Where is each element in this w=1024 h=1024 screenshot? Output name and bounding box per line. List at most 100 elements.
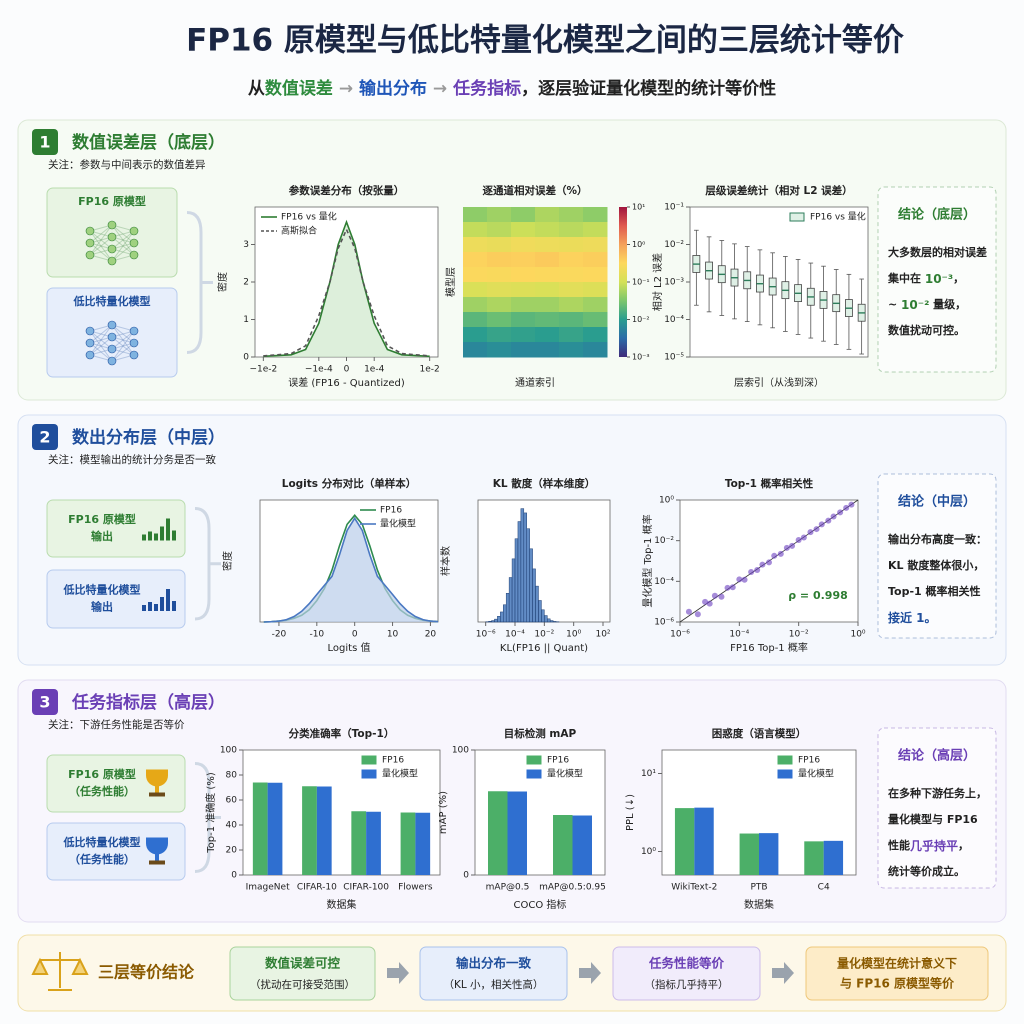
bar [572, 815, 592, 875]
icon-edge [89, 224, 113, 256]
bar [804, 841, 824, 875]
x-tick-label: 1e-4 [364, 365, 385, 375]
layer-number: 2 [39, 428, 50, 447]
line [263, 516, 439, 623]
footer-arrow [387, 962, 409, 984]
y-axis-label: 量化模型 Top-1 概率 [641, 514, 654, 607]
legend-label: 量化模型 [798, 768, 834, 780]
heatmap-cell [559, 222, 584, 238]
y-tick-label: 100 [452, 746, 469, 756]
footer-step-sub: （指标几乎持平） [645, 978, 729, 991]
x-tick-label: 1e-2 [420, 365, 440, 375]
scatter-point [685, 608, 692, 615]
bar [400, 812, 416, 875]
icon-edge [111, 230, 135, 262]
conclusion-text: 集中在 [887, 271, 925, 285]
layer-note: 关注：模型输出的统计分务是否一致 [48, 453, 216, 466]
icon-node [107, 332, 117, 342]
x-tick-label: CIFAR-100 [343, 883, 389, 893]
scatter-point [848, 501, 855, 508]
bar [507, 791, 527, 875]
histogram-bar [517, 521, 522, 623]
scatter-point [702, 598, 709, 605]
heatmap-cell [463, 237, 488, 253]
icon-node [107, 320, 117, 330]
legend-swatch [789, 212, 805, 222]
icon-bar [160, 526, 164, 541]
histogram-bar [532, 568, 536, 623]
conclusion-line: ~ 10⁻² 量级， [888, 297, 966, 312]
chart-title: 困惑度（语言模型） [712, 727, 807, 740]
subtitle-part: 输出分布 [359, 78, 427, 99]
y-tick-label: 80 [226, 771, 238, 781]
icon-edge [89, 224, 113, 244]
icon-node [85, 338, 95, 348]
y-axis-label: Top-1 准确度 (%) [204, 772, 217, 854]
layer-note: 关注：下游任务性能是否等价 [48, 718, 185, 731]
footer-result [805, 946, 989, 1001]
x-tick-label: mAP@0.5:0.95 [539, 883, 606, 893]
legend-swatch [777, 769, 793, 779]
scatter-point [711, 592, 718, 599]
x-tick-label: -20 [272, 630, 287, 640]
scatter-point [789, 542, 796, 549]
icon-bar [166, 518, 170, 541]
icon-bar [166, 589, 170, 611]
colorbar-tick-label: 10⁻² [632, 315, 650, 324]
footer-step [229, 946, 376, 1001]
y-tick-label: 10¹ [641, 769, 656, 779]
heatmap-cell [559, 327, 584, 343]
conclusion-box [877, 473, 997, 639]
scatter-point [741, 576, 748, 583]
subtitle-part: → [427, 79, 453, 99]
scatter-point [748, 569, 755, 576]
input-box [46, 187, 178, 278]
conclusion-text: 量级， [929, 297, 966, 311]
legend-swatch [777, 755, 793, 765]
bar [759, 833, 779, 875]
y-tick-label: 1 [243, 315, 249, 325]
x-tick-label: -10 [309, 630, 324, 640]
heatmap-cell [511, 207, 536, 223]
conclusion-text: ， [953, 272, 964, 285]
y-axis-label: 密度 [216, 272, 229, 292]
heatmap-cell [463, 267, 488, 283]
icon-node [129, 238, 139, 248]
heatmap-cell [535, 222, 560, 238]
conclusion-line: 集中在 10⁻³， [887, 271, 964, 286]
scatter-point [818, 521, 825, 528]
heatmap-cell [487, 297, 512, 313]
x-tick-label: 10² [595, 630, 610, 640]
layer-badge [32, 689, 58, 715]
histogram-bar [488, 621, 492, 623]
x-axis-label: FP16 Top-1 概率 [730, 641, 808, 654]
scatter-point [754, 567, 761, 574]
legend-swatch [361, 769, 377, 779]
icon-bar [172, 530, 176, 541]
icon-cup-base [149, 860, 165, 865]
x-tick-label: Flowers [398, 883, 433, 893]
x-tick-label: 10⁻⁶ [670, 630, 690, 640]
scale-icon [31, 952, 89, 991]
icon-bar [154, 604, 158, 611]
heatmap-cell [463, 342, 488, 358]
icon-bar [160, 597, 164, 611]
heatmap-cell [535, 312, 560, 328]
heatmap-cell [487, 237, 512, 253]
chart-title: KL 散度（样本维度） [493, 477, 595, 490]
footer-arrow [579, 962, 601, 984]
heatmap-cell [583, 207, 608, 223]
heatmap-cell [487, 282, 512, 298]
footer-step-sub: （KL 小，相关性高） [443, 978, 543, 991]
histogram-bar [538, 600, 542, 623]
legend-label: FP16 vs 量化 [281, 211, 337, 223]
footer-step-title: 数值误差可控 [264, 956, 341, 971]
y-tick-label: 100 [220, 746, 237, 756]
histogram-bar [544, 615, 548, 623]
histogram-bar [511, 558, 516, 623]
icon-node [129, 326, 139, 336]
x-tick-label: 10⁻² [534, 630, 554, 640]
bar [694, 807, 714, 875]
histogram-bar [541, 609, 545, 623]
conclusion-line: 接近 1。 [888, 610, 937, 625]
